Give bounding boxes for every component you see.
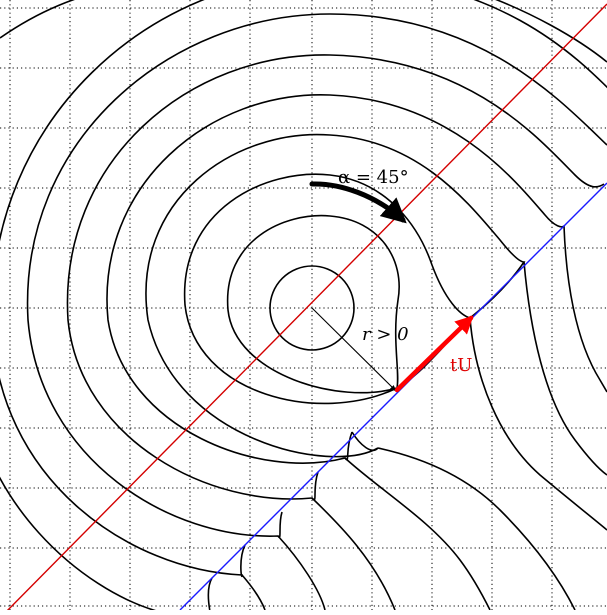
angle-arc-arrow [309, 181, 407, 224]
tangent-vector-arrow [394, 315, 474, 393]
radius-label: r > 0 [362, 324, 409, 345]
contour-lower-1 [377, 447, 576, 610]
contour-lower-5 [241, 574, 266, 610]
contour-8 [0, 0, 607, 578]
contour-4 [145, 133, 526, 458]
contour-7 [26, 13, 607, 539]
angle-line [6, 3, 607, 610]
vector-label: tU [450, 355, 472, 376]
contour-6 [66, 54, 605, 501]
contour-right-1 [469, 317, 607, 531]
contour-lower-4 [277, 535, 326, 610]
contour-right-3 [563, 225, 607, 393]
contour-3 [183, 173, 472, 405]
radius-arrow [311, 307, 397, 392]
boundary-line [179, 182, 607, 610]
angle-label: α = 45° [338, 167, 409, 188]
contour-2 [226, 214, 400, 394]
contour-lower-3 [311, 497, 396, 610]
contour-5 [106, 94, 565, 464]
contour-lower-2 [344, 457, 491, 610]
contour-1 [269, 265, 355, 351]
contour-right-2 [523, 261, 607, 476]
